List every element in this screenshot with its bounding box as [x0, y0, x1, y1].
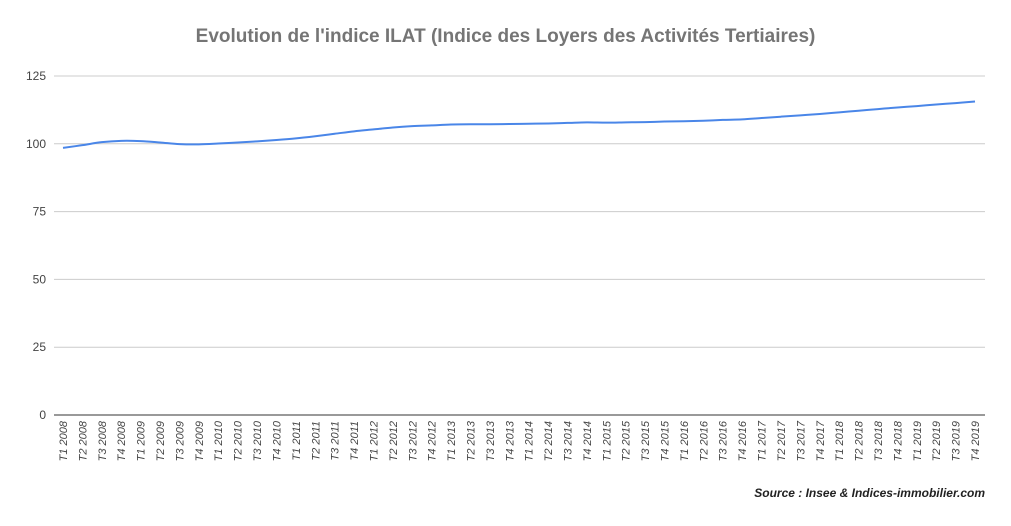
y-tick-label: 50	[33, 272, 47, 286]
x-tick-label: T2 2013	[465, 420, 477, 461]
x-tick-label: T4 2018	[892, 420, 904, 461]
x-tick-labels: T1 2008 T2 2008 T3 2008 T4 2008 T1 2009 T2 20…	[58, 420, 982, 461]
x-tick-label: T1 2008	[58, 420, 70, 461]
x-tick-label: T2 2008	[77, 420, 89, 461]
x-tick-label: T4 2015	[660, 420, 672, 461]
x-tick-label: T2 2015	[621, 420, 633, 461]
x-tick-label: T1 2018	[834, 420, 846, 461]
x-tick-label: T3 2011	[330, 421, 342, 461]
x-tick-label: T1 2015	[601, 420, 613, 461]
x-tick-label: T2 2019	[931, 421, 943, 461]
chart-title: Evolution de l'indice ILAT (Indice des L…	[195, 26, 816, 47]
x-tick-label: T2 2014	[543, 421, 555, 461]
x-tick-label: T1 2012	[368, 421, 380, 461]
series-line	[62, 100, 976, 149]
y-tick-label: 25	[33, 340, 47, 354]
x-tick-label: T3 2013	[485, 420, 497, 461]
x-tick-label: T3 2010	[252, 420, 264, 461]
x-tick-label: T3 2014	[563, 421, 575, 461]
x-tick-label: T1 2011	[291, 421, 303, 461]
x-tick-label: T2 2010	[233, 420, 245, 461]
x-tick-label: T1 2017	[757, 420, 769, 461]
x-tick-label: T1 2014	[524, 421, 536, 461]
x-tick-label: T1 2019	[912, 421, 924, 461]
x-tick-label: T4 2013	[504, 420, 516, 461]
x-tick-label: T3 2019	[951, 421, 963, 461]
x-tick-label: T1 2013	[446, 420, 458, 461]
y-tick-labels: 0 25 50 75 100 125	[26, 69, 46, 422]
grid-lines	[54, 75, 985, 348]
x-tick-label: T2 2009	[155, 421, 167, 461]
x-tick-label: T2 2012	[388, 421, 400, 461]
x-tick-label: T4 2019	[970, 421, 982, 461]
x-tick-label: T1 2010	[213, 420, 225, 461]
y-tick-label: 0	[39, 408, 46, 422]
x-tick-label: T2 2016	[698, 420, 710, 461]
x-tick-label: T2 2017	[776, 420, 788, 461]
y-tick-label: 100	[26, 137, 46, 151]
series	[62, 100, 976, 149]
x-tick-label: T1 2016	[679, 420, 691, 461]
x-tick-label: T2 2011	[310, 421, 322, 461]
x-tick-label: T3 2009	[174, 421, 186, 461]
x-tick-label: T4 2012	[427, 421, 439, 461]
x-tick-label: T3 2015	[640, 420, 652, 461]
x-tick-label: T3 2018	[873, 420, 885, 461]
y-tick-label: 75	[33, 205, 47, 219]
x-tick-label: T4 2016	[737, 420, 749, 461]
x-tick-label: T3 2016	[718, 420, 730, 461]
x-tick-label: T4 2009	[194, 421, 206, 461]
source-note: Source : Insee & Indices-immobilier.com	[754, 486, 985, 500]
x-tick-label: T4 2008	[116, 420, 128, 461]
x-tick-label: T3 2012	[407, 421, 419, 461]
x-tick-label: T3 2008	[97, 420, 109, 461]
x-tick-label: T4 2014	[582, 421, 594, 461]
x-tick-label: T3 2017	[795, 420, 807, 461]
x-tick-label: T4 2010	[271, 420, 283, 461]
x-tick-label: T1 2009	[136, 421, 148, 461]
x-tick-label: T2 2018	[854, 420, 866, 461]
x-tick-label: T4 2011	[349, 421, 361, 461]
y-tick-label: 125	[26, 69, 46, 83]
x-tick-label: T4 2017	[815, 420, 827, 461]
